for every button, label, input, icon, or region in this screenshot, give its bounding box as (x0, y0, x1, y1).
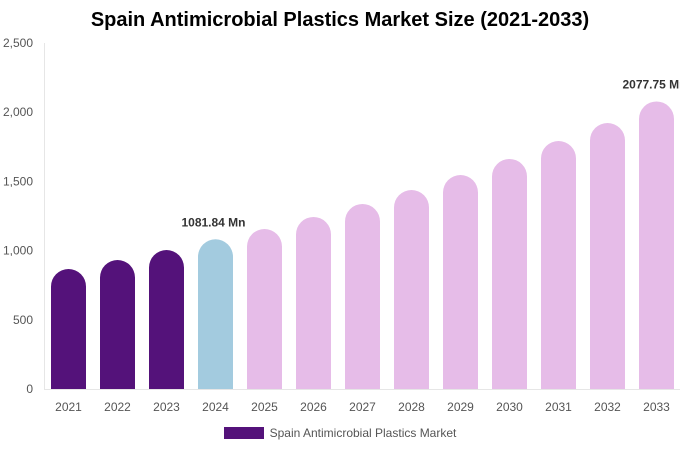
y-tick-label: 2,000 (3, 105, 33, 119)
legend-swatch (223, 427, 264, 439)
x-tick-label: 2025 (251, 400, 278, 414)
x-tick-label: 2024 (202, 400, 229, 414)
x-tick-label: 2022 (104, 400, 131, 414)
x-tick-label: 2029 (447, 400, 474, 414)
bar-2025 (247, 229, 282, 389)
x-tick-label: 2028 (398, 400, 425, 414)
y-tick-label: 2,500 (3, 36, 33, 50)
y-tick-label: 500 (13, 313, 33, 327)
bar-2031 (541, 140, 576, 389)
data-label: 2077.75 Mn (622, 77, 680, 91)
y-tick-label: 1,000 (3, 244, 33, 258)
x-tick-label: 2032 (594, 400, 621, 414)
x-tick-label: 2026 (300, 400, 327, 414)
bar-2023 (149, 250, 184, 389)
y-tick-label: 1,500 (3, 174, 33, 188)
y-tick-label: 0 (26, 382, 33, 396)
x-tick-label: 2023 (153, 400, 180, 414)
x-tick-label: 2033 (643, 400, 670, 414)
data-label: 1081.84 Mn (181, 215, 245, 229)
bar-2032 (590, 122, 625, 390)
x-tick-label: 2021 (55, 400, 82, 414)
x-tick-label: 2031 (545, 400, 572, 414)
bar-2024 (198, 239, 233, 389)
legend-label: Spain Antimicrobial Plastics Market (269, 426, 457, 440)
x-tick-label: 2030 (496, 400, 523, 414)
bar-2027 (345, 203, 380, 389)
bar-2021 (51, 269, 86, 389)
bar-2029 (443, 175, 478, 389)
bar-2026 (296, 216, 331, 389)
legend: Spain Antimicrobial Plastics Market (0, 426, 680, 440)
bar-2030 (492, 158, 527, 389)
bar-chart: 0 500 1,000 1,500 2,000 2,500 2021 2022 2023 2024… (3, 36, 680, 414)
x-tick-label: 2027 (349, 400, 376, 414)
chart-title: Spain Antimicrobial Plastics Market Size… (90, 9, 590, 31)
bar-2028 (394, 189, 429, 389)
bar-2022 (100, 260, 135, 389)
bar-2033 (639, 101, 674, 390)
